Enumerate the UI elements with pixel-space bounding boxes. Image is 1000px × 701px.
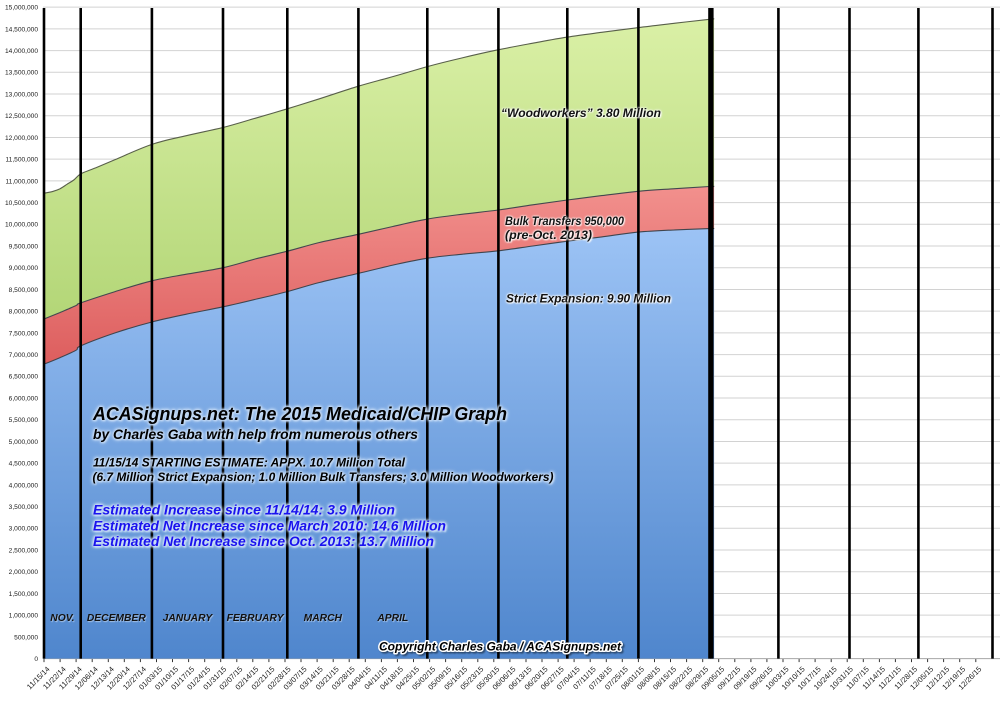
svg-text:14,000,000: 14,000,000 [5, 48, 38, 55]
svg-text:13,000,000: 13,000,000 [5, 91, 38, 98]
svg-text:1,500,000: 1,500,000 [9, 591, 39, 598]
svg-text:Estimated Net Increase since M: Estimated Net Increase since March 2010:… [93, 517, 446, 533]
svg-text:Bulk Transfers 950,000: Bulk Transfers 950,000 [505, 214, 624, 228]
svg-text:9,000,000: 9,000,000 [9, 265, 39, 272]
svg-text:“Woodworkers” 3.80 Million: “Woodworkers” 3.80 Million [501, 106, 661, 120]
svg-text:12,500,000: 12,500,000 [5, 113, 38, 120]
svg-text:Estimated Increase since 11/14: Estimated Increase since 11/14/14: 3.9 M… [93, 502, 395, 518]
svg-text:11,500,000: 11,500,000 [5, 157, 38, 164]
svg-text:JANUARY: JANUARY [163, 613, 214, 624]
svg-text:(pre-Oct. 2013): (pre-Oct. 2013) [505, 228, 592, 242]
svg-text:14,500,000: 14,500,000 [5, 26, 38, 33]
svg-text:10,500,000: 10,500,000 [5, 200, 38, 207]
svg-text:by Charles Gaba with help from: by Charles Gaba with help from numerous … [93, 427, 418, 442]
svg-text:8,500,000: 8,500,000 [9, 287, 39, 294]
svg-text:12,000,000: 12,000,000 [5, 135, 38, 142]
svg-text:500,000: 500,000 [14, 634, 38, 641]
svg-text:NOV.: NOV. [50, 613, 74, 624]
svg-text:APRIL: APRIL [376, 613, 408, 624]
svg-text:MARCH: MARCH [304, 613, 343, 624]
svg-text:FEBRUARY: FEBRUARY [227, 613, 285, 624]
svg-text:2,000,000: 2,000,000 [9, 569, 39, 576]
svg-text:3,000,000: 3,000,000 [9, 526, 39, 533]
svg-text:7,000,000: 7,000,000 [9, 352, 39, 359]
svg-text:6,500,000: 6,500,000 [9, 374, 39, 381]
svg-text:6,000,000: 6,000,000 [9, 395, 39, 402]
svg-text:2,500,000: 2,500,000 [9, 547, 39, 554]
svg-text:13,500,000: 13,500,000 [5, 70, 38, 77]
svg-text:4,500,000: 4,500,000 [9, 461, 39, 468]
svg-text:ACASignups.net: The 2015 Medic: ACASignups.net: The 2015 Medicaid/CHIP G… [92, 404, 507, 424]
svg-text:10,000,000: 10,000,000 [5, 222, 38, 229]
svg-text:Estimated Net Increase since O: Estimated Net Increase since Oct. 2013: … [93, 533, 434, 549]
svg-text:8,000,000: 8,000,000 [9, 309, 39, 316]
svg-text:Copyright Charles Gaba / ACASi: Copyright Charles Gaba / ACASignups.net [379, 640, 622, 654]
svg-text:1,000,000: 1,000,000 [9, 613, 39, 620]
svg-text:5,500,000: 5,500,000 [9, 417, 39, 424]
svg-text:Strict Expansion: 9.90 Million: Strict Expansion: 9.90 Million [506, 292, 671, 306]
svg-text:3,500,000: 3,500,000 [9, 504, 39, 511]
svg-text:DECEMBER: DECEMBER [87, 613, 146, 624]
svg-text:4,000,000: 4,000,000 [9, 482, 39, 489]
svg-text:15,000,000: 15,000,000 [5, 5, 38, 12]
svg-text:11/15/14 STARTING ESTIMATE: AP: 11/15/14 STARTING ESTIMATE: APPX. 10.7 M… [93, 456, 406, 470]
svg-text:7,500,000: 7,500,000 [9, 330, 39, 337]
svg-text:9,500,000: 9,500,000 [9, 243, 39, 250]
svg-text:(6.7 Million Strict Expansion;: (6.7 Million Strict Expansion; 1.0 Milli… [93, 470, 554, 484]
svg-text:11,000,000: 11,000,000 [5, 178, 38, 185]
svg-text:0: 0 [34, 656, 38, 663]
svg-text:5,000,000: 5,000,000 [9, 439, 39, 446]
